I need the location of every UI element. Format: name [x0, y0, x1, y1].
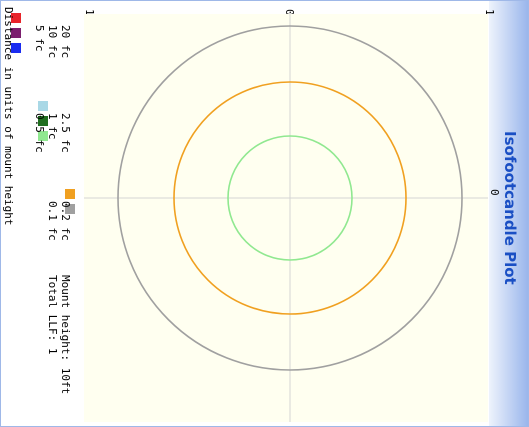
legend: 20 fc 10 fc 5 fc 2.5 fc 1 fc 0.5 fc 0.2 … [1, 1, 84, 426]
mount-height-text: Mount height: 10ft [59, 275, 72, 395]
tick-right-center: 0 [488, 189, 501, 196]
legend-label-20fc: 20 fc [59, 25, 72, 59]
legend-label-0_1fc: 0.1 fc [46, 201, 59, 241]
legend-swatch-0_5fc [38, 131, 48, 141]
legend-label-1fc: 1 fc [46, 113, 59, 140]
contour-0-5-fc [227, 135, 353, 261]
legend-swatch-2_5fc [38, 101, 48, 111]
isocontour-plot [84, 14, 488, 422]
chart-title: Isofootcandle Plot [501, 131, 519, 285]
legend-label-0_5fc: 0.5 fc [33, 113, 46, 153]
crosshair-grid [84, 14, 488, 422]
contour-0-2-fc [173, 81, 407, 315]
legend-swatch-1fc [38, 116, 48, 126]
legend-swatch-20fc [11, 13, 21, 23]
total-llf-text: Total LLF: 1 [46, 275, 59, 355]
legend-swatch-10fc [11, 28, 21, 38]
title-band: Isofootcandle Plot [489, 1, 528, 426]
contour-layer [117, 25, 463, 371]
legend-label-0_2fc: 0.2 fc [59, 201, 72, 241]
legend-label-10fc: 10 fc [46, 25, 59, 59]
plot-area [84, 14, 488, 422]
legend-label-2_5fc: 2.5 fc [59, 113, 72, 153]
axis-label: Distance in units of mount height [2, 7, 15, 226]
legend-swatch-0_1fc [65, 204, 75, 214]
legend-swatch-5fc [11, 43, 21, 53]
contour-0-1-fc [117, 25, 463, 371]
legend-swatch-0_2fc [65, 189, 75, 199]
legend-label-5fc: 5 fc [33, 25, 46, 52]
